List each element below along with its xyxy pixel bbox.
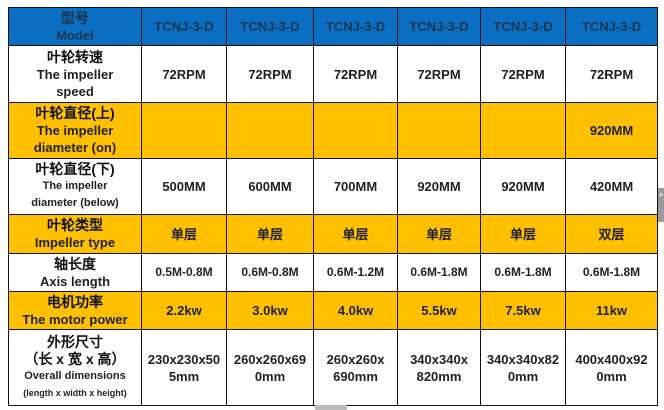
row-impeller-type: 叶轮类型 Impeller type 单层 单层 单层 单层 单层 双层 <box>8 214 658 254</box>
label-cn: 叶轮直径(下) <box>35 161 115 177</box>
value-cell: 0.6M-0.8M <box>226 253 314 292</box>
value-cell: 72RPM <box>313 45 398 103</box>
value-cell: 230x230x505mm <box>141 329 227 406</box>
label-cn: 外形尺寸 <box>47 333 103 350</box>
value-cell <box>480 102 566 159</box>
label-en: The impeller diameter (on) <box>33 123 117 155</box>
label-cn: 电机功率 <box>47 293 103 310</box>
value-cell <box>141 102 227 159</box>
value-cell: 0.6M-1.8M <box>397 253 481 292</box>
value-cell: 0.5M-0.8M <box>141 253 227 292</box>
value-cell: 3.0kw <box>226 291 314 330</box>
value-cell: 260x260x690mm <box>226 329 314 406</box>
value-cell: 单层 <box>480 214 566 254</box>
value-cell: 单层 <box>141 214 227 254</box>
row-label: 叶轮直径(下) The impeller diameter (below) <box>8 158 142 215</box>
value-cell: 920MM <box>480 158 566 215</box>
label-en: The impeller diameter (below) <box>31 180 119 209</box>
model-cell: TCNJ-3-D <box>226 7 314 46</box>
row-label: 电机功率 The motor power <box>8 291 142 330</box>
model-cell: TCNJ-3-D <box>313 7 398 46</box>
value-cell <box>313 102 398 159</box>
model-cell: TCNJ-3-D <box>397 7 481 46</box>
value-cell: 72RPM <box>141 45 227 103</box>
row-motor-power: 电机功率 The motor power 2.2kw 3.0kw 4.0kw 5.5kw… <box>8 291 658 330</box>
value-cell: 单层 <box>313 214 398 254</box>
row-impeller-diameter-on: 叶轮直径(上) The impeller diameter (on) 920MM <box>8 102 658 159</box>
bottom-resize-handle[interactable] <box>315 405 347 410</box>
value-cell: 单层 <box>397 214 481 254</box>
spec-table: 型号 Model TCNJ-3-D TCNJ-3-D TCNJ-3-D TCNJ-… <box>8 7 658 406</box>
value-cell: 72RPM <box>565 45 658 103</box>
value-cell: 400x400x920mm <box>565 329 658 406</box>
row-label: 轴长度 Axis length <box>8 253 142 292</box>
row-impeller-diameter-below: 叶轮直径(下) The impeller diameter (below) 500… <box>8 158 658 215</box>
value-cell: 5.5kw <box>397 291 481 330</box>
value-cell: 920MM <box>565 102 658 159</box>
label-cn-sub: （长 x 宽 x 高） <box>24 350 126 367</box>
label-cn: 型号 <box>61 9 89 26</box>
value-cell <box>226 102 314 159</box>
value-cell: 700MM <box>313 158 398 215</box>
value-cell: 340x340x820mm <box>480 329 566 406</box>
value-cell: 0.6M-1.2M <box>313 253 398 292</box>
value-cell: 340x340x820mm <box>397 329 481 406</box>
value-cell: 72RPM <box>397 45 481 103</box>
label-cn: 叶轮类型 <box>47 217 103 233</box>
model-header: 型号 Model <box>8 7 142 46</box>
label-en-sub: (length x width x height) <box>23 387 127 398</box>
model-cell: TCNJ-3-D <box>141 7 227 46</box>
value-cell: 7.5kw <box>480 291 566 330</box>
label-cn: 轴长度 <box>54 255 96 272</box>
label-en: Axis length <box>39 273 111 289</box>
row-overall-dimensions: 外形尺寸 （长 x 宽 x 高） Overall dimensions (length… <box>8 329 658 406</box>
row-label: 叶轮直径(上) The impeller diameter (on) <box>8 102 142 159</box>
value-cell: 420MM <box>565 158 658 215</box>
label-cn: 叶轮直径(上) <box>35 105 115 121</box>
value-cell: 600MM <box>226 158 314 215</box>
label-cn: 叶轮转速 <box>47 48 103 65</box>
label-en: Overall dimensions <box>24 369 126 382</box>
row-label: 外形尺寸 （长 x 宽 x 高） Overall dimensions (length… <box>8 329 142 406</box>
value-cell: 72RPM <box>226 45 314 103</box>
value-cell <box>397 102 481 159</box>
value-cell: 双层 <box>565 214 658 254</box>
model-cell: TCNJ-3-D <box>565 7 658 46</box>
value-cell: 920MM <box>397 158 481 215</box>
label-en: The impeller speed <box>36 66 114 99</box>
value-cell: 2.2kw <box>141 291 227 330</box>
row-label: 叶轮类型 Impeller type <box>8 214 142 254</box>
row-axis-length: 轴长度 Axis length 0.5M-0.8M 0.6M-0.8M 0.6M-1.… <box>8 253 658 292</box>
value-cell: 11kw <box>565 291 658 330</box>
model-cell: TCNJ-3-D <box>480 7 566 46</box>
value-cell: 0.6M-1.8M <box>565 253 658 292</box>
row-label: 叶轮转速 The impeller speed <box>8 45 142 103</box>
header-row: 型号 Model TCNJ-3-D TCNJ-3-D TCNJ-3-D TCNJ-… <box>8 7 658 46</box>
row-impeller-speed: 叶轮转速 The impeller speed 72RPM 72RPM 72RPM 72… <box>8 45 658 103</box>
label-en: Impeller type <box>34 235 116 250</box>
value-cell: 500MM <box>141 158 227 215</box>
value-cell: 单层 <box>226 214 314 254</box>
label-en: The motor power <box>22 311 128 327</box>
value-cell: 260x260x690mm <box>313 329 398 406</box>
value-cell: 72RPM <box>480 45 566 103</box>
value-cell: 4.0kw <box>313 291 398 330</box>
label-en: Model <box>56 27 94 43</box>
value-cell: 0.6M-1.8M <box>480 253 566 292</box>
side-expand-handle[interactable]: + <box>658 188 664 222</box>
